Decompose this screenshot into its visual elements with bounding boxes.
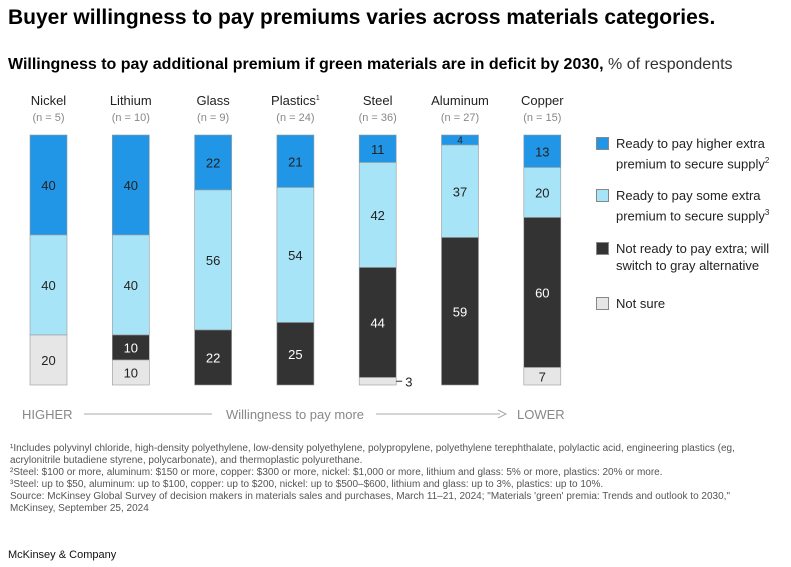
bar-segment bbox=[194, 189, 232, 331]
bar-segment bbox=[112, 359, 150, 386]
category-label: Lithium bbox=[110, 93, 152, 108]
bar-segment bbox=[523, 167, 562, 218]
category-label: Glass bbox=[196, 93, 230, 108]
legend-swatch bbox=[596, 137, 609, 150]
legend-item: Ready to pay some extra premium to secur… bbox=[596, 187, 786, 224]
data-label: 40 bbox=[41, 178, 55, 193]
legend-item: Not ready to pay extra; will switch to g… bbox=[596, 240, 786, 274]
data-label: 40 bbox=[124, 178, 138, 193]
data-label: 60 bbox=[535, 286, 549, 301]
footnote-2: ²Steel: $100 or more, aluminum: $150 or … bbox=[10, 467, 663, 478]
legend-swatch bbox=[596, 189, 609, 202]
bar-segment bbox=[276, 322, 315, 386]
category-label: Copper bbox=[521, 93, 564, 108]
bar-segment bbox=[358, 377, 397, 386]
data-label: 37 bbox=[453, 184, 467, 199]
axis-left-label: HIGHER bbox=[22, 407, 73, 422]
bar-segment bbox=[29, 234, 68, 336]
category-label: Nickel bbox=[31, 93, 67, 108]
axis-center-label: Willingness to pay more bbox=[226, 407, 364, 422]
stacked-bar-chart: Nickel (n = 5) 40 40 20 Lithium (n = 10) 40 40 10… bbox=[22, 93, 565, 422]
axis-right-label: LOWER bbox=[517, 407, 565, 422]
data-label: 20 bbox=[535, 186, 549, 201]
data-label: 21 bbox=[288, 154, 302, 169]
bar-segment bbox=[276, 187, 315, 323]
chart-subtitle: Willingness to pay additional premium if… bbox=[8, 56, 733, 74]
data-label: 22 bbox=[206, 156, 220, 171]
data-label: 13 bbox=[535, 144, 549, 159]
bar-segment bbox=[441, 237, 479, 386]
sample-size-label: (n = 24) bbox=[276, 112, 314, 124]
data-label: 20 bbox=[41, 353, 55, 368]
data-label: 44 bbox=[370, 316, 384, 331]
data-label: 3 bbox=[405, 374, 412, 389]
category-label: Plastics1 bbox=[271, 93, 320, 108]
source-note: Source: McKinsey Global Survey of decisi… bbox=[10, 491, 730, 514]
sample-size-label: (n = 10) bbox=[112, 112, 150, 124]
chart-title: Buyer willingness to pay premiums varies… bbox=[8, 6, 716, 29]
legend-label: Not sure bbox=[616, 296, 666, 311]
legend-swatch bbox=[596, 297, 609, 310]
data-label: 25 bbox=[288, 347, 302, 362]
sample-size-label: (n = 15) bbox=[523, 112, 561, 124]
data-label: 10 bbox=[124, 366, 138, 381]
data-label: 22 bbox=[206, 351, 220, 366]
arrow-head-icon bbox=[497, 409, 508, 419]
footnote-1: ¹Includes polyvinyl chloride, high-densi… bbox=[10, 443, 735, 466]
category-label: Aluminum bbox=[431, 93, 489, 108]
legend-swatch bbox=[596, 242, 609, 255]
legend-label: Ready to pay higher extra premium to sec… bbox=[616, 136, 770, 172]
legend-item: Ready to pay higher extra premium to sec… bbox=[596, 135, 786, 172]
footnotes: ¹Includes polyvinyl chloride, high-densi… bbox=[10, 443, 770, 515]
bar-segment bbox=[358, 267, 397, 378]
sample-size-label: (n = 36) bbox=[359, 112, 397, 124]
bar-segment bbox=[112, 134, 150, 236]
data-label: 42 bbox=[370, 208, 384, 223]
data-label: 40 bbox=[41, 278, 55, 293]
data-label: 7 bbox=[539, 369, 546, 384]
bar-segment bbox=[358, 134, 397, 163]
bar-segment bbox=[441, 144, 479, 238]
category-label: Steel bbox=[363, 93, 393, 108]
sample-size-label: (n = 27) bbox=[441, 112, 479, 124]
legend-item: Not sure bbox=[596, 295, 786, 312]
sample-size-label: (n = 5) bbox=[32, 112, 64, 124]
data-label: 59 bbox=[453, 304, 467, 319]
data-label: 40 bbox=[124, 278, 138, 293]
brand-logo-text: McKinsey & Company bbox=[8, 549, 117, 561]
legend-label: Not ready to pay extra; will switch to g… bbox=[616, 241, 770, 273]
data-label: 54 bbox=[288, 248, 302, 263]
bar-segment bbox=[523, 367, 562, 386]
bar-segment bbox=[29, 334, 68, 386]
data-label: 11 bbox=[371, 142, 385, 157]
bar-segment bbox=[194, 329, 232, 386]
subtitle-text: Willingness to pay additional premium if… bbox=[8, 56, 604, 73]
data-label: 56 bbox=[206, 253, 220, 268]
data-label: 4 bbox=[457, 136, 463, 147]
legend-label: Ready to pay some extra premium to secur… bbox=[616, 188, 770, 224]
bar-segment bbox=[194, 134, 232, 191]
bar-segment bbox=[112, 234, 150, 336]
sample-size-label: (n = 9) bbox=[197, 112, 229, 124]
bar-segment bbox=[358, 162, 397, 268]
bar-segment bbox=[523, 217, 562, 368]
data-label: 10 bbox=[124, 341, 138, 356]
bar-segment bbox=[276, 134, 315, 188]
subtitle-unit: % of respondents bbox=[603, 56, 733, 73]
footnote-3: ³Steel: up to $50, aluminum: up to $100,… bbox=[10, 479, 604, 490]
